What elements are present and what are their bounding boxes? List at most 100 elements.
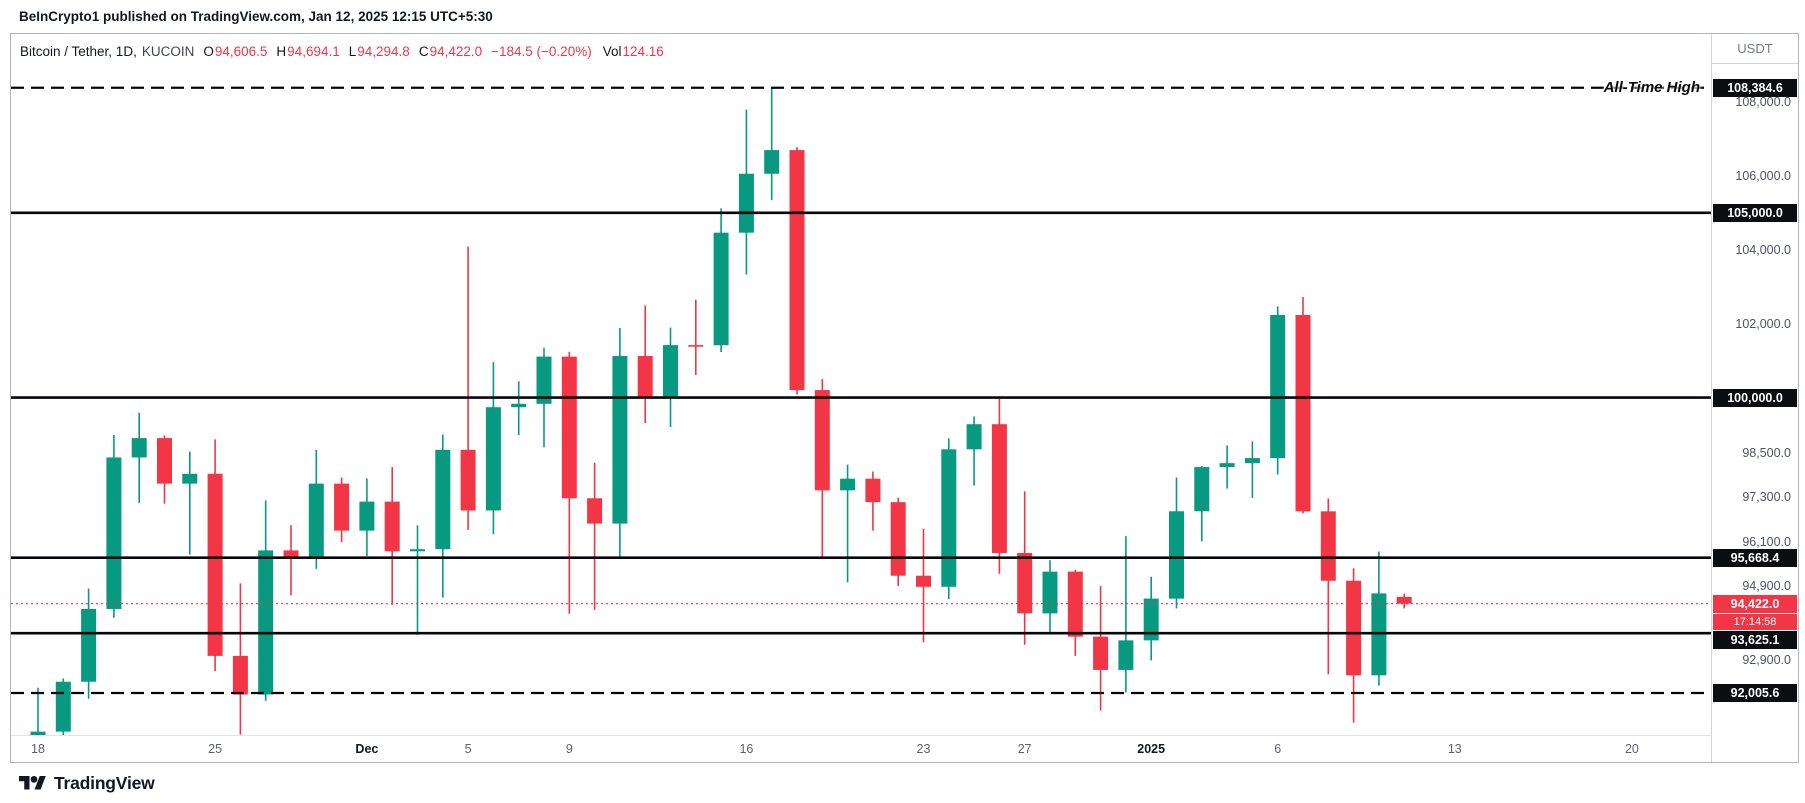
candle-2024-12-07 <box>511 381 527 436</box>
candle-2024-11-27 <box>258 500 274 701</box>
candle-body <box>1295 315 1311 512</box>
attribution-bar: BeInCrypto1 published on TradingView.com… <box>0 0 1805 33</box>
exchange-label: KUCOIN <box>141 43 195 59</box>
open-label: O <box>203 43 214 59</box>
candle-2025-01-10 <box>1371 551 1387 686</box>
candle-2024-11-19 <box>55 678 71 735</box>
candle-2024-12-27 <box>1017 491 1033 645</box>
candle-body <box>435 449 451 550</box>
candle-2024-12-19 <box>814 379 830 558</box>
candle-2024-11-25 <box>207 439 223 672</box>
candle-2024-12-23 <box>916 528 931 643</box>
candle-body <box>157 438 172 484</box>
volume-label: Vol <box>602 43 622 59</box>
candle-2024-11-20 <box>81 588 97 699</box>
candle-body <box>232 655 248 695</box>
candle-2025-01-11 <box>1396 593 1412 609</box>
bar-countdown-badge: 17:14:58 <box>1713 613 1797 630</box>
price-scale-unit-box: USDT <box>1712 34 1798 64</box>
candle-body <box>1219 463 1235 468</box>
symbol-title[interactable]: Bitcoin / Tether, 1D, <box>20 43 137 59</box>
candle-2024-11-24 <box>182 451 198 555</box>
candle-2024-12-17 <box>764 87 780 201</box>
candle-body <box>688 345 704 347</box>
candle-2025-01-04 <box>1219 445 1235 489</box>
candle-body <box>991 424 1007 553</box>
candle-2024-12-16 <box>738 109 754 275</box>
candlestick-chart[interactable] <box>11 34 1711 735</box>
candle-body <box>1320 511 1336 581</box>
price-tick-94,900.0: 94,900.0 <box>1742 579 1791 594</box>
close-value: 94,422.0 <box>429 43 483 59</box>
candle-2024-12-28 <box>1042 560 1058 634</box>
candle-body <box>1042 571 1058 614</box>
candle-body <box>536 356 552 404</box>
current-price-badge: 94,422.0 <box>1713 594 1797 613</box>
volume-value: 124.16 <box>622 43 664 59</box>
candle-body <box>1017 552 1033 614</box>
candle-body <box>890 502 906 576</box>
candle-body <box>1067 571 1083 637</box>
price-tick-108,000.0: 108,000.0 <box>1735 94 1791 109</box>
candle-2024-12-15 <box>713 208 729 352</box>
candle-2024-11-18 <box>30 687 46 735</box>
price-tick-106,000.0: 106,000.0 <box>1735 168 1791 183</box>
candle-body <box>561 356 577 499</box>
candle-body <box>1270 315 1286 459</box>
time-tick-13: 13 <box>1447 742 1462 756</box>
price-level-badge-100,000.0: 100,000.0 <box>1713 388 1797 407</box>
candle-body <box>258 550 274 695</box>
candle-body <box>30 731 46 735</box>
time-tick-Dec: Dec <box>355 742 379 756</box>
candle-body <box>460 449 476 511</box>
candle-body <box>916 575 931 587</box>
candle-2024-12-06 <box>485 362 501 535</box>
candle-body <box>1194 467 1210 512</box>
candle-2024-12-09 <box>561 351 577 614</box>
candle-body <box>334 483 350 531</box>
candle-2025-01-03 <box>1194 466 1210 542</box>
candle-body <box>182 473 198 484</box>
price-tick-96,100.0: 96,100.0 <box>1742 534 1791 549</box>
candle-body <box>485 407 501 511</box>
price-scale[interactable]: USDT 108,000.0 106,000.0 104,000.0 102,000.… <box>1711 34 1798 762</box>
candle-2024-12-11 <box>612 327 628 557</box>
price-tick-102,000.0: 102,000.0 <box>1735 316 1791 331</box>
candle-body <box>738 173 754 233</box>
candle-2024-12-30 <box>1093 586 1109 711</box>
candle-body <box>106 457 122 609</box>
time-axis[interactable]: 18 25 Dec 5 9 16 23 27 2025 6 13 20 <box>11 735 1798 762</box>
close-label: C <box>418 43 429 59</box>
candle-body <box>1346 580 1362 676</box>
candle-body <box>587 498 603 524</box>
price-level-badge-92,005.6: 92,005.6 <box>1713 683 1797 702</box>
price-tick-92,900.0: 92,900.0 <box>1742 652 1791 667</box>
candle-2024-12-02 <box>384 467 400 605</box>
tradingview-logo-icon[interactable] <box>19 773 46 794</box>
chart-frame: Bitcoin / Tether, 1D, KUCOIN O 94,606.5 H… <box>10 33 1799 763</box>
tradingview-wordmark[interactable]: TradingView <box>54 772 155 793</box>
candle-body <box>283 550 299 559</box>
time-tick-27: 27 <box>1017 742 1032 756</box>
all-time-high-annotation: All-Time High <box>1603 78 1700 96</box>
attribution-text: BeInCrypto1 published on TradingView.com… <box>19 9 493 24</box>
candle-body <box>814 390 830 491</box>
price-tick-97,300.0: 97,300.0 <box>1742 490 1791 505</box>
open-value: 94,606.5 <box>214 43 268 59</box>
candle-2024-12-03 <box>410 525 425 635</box>
candle-2024-12-26 <box>991 398 1007 574</box>
candle-body <box>207 473 223 656</box>
candle-2025-01-02 <box>1169 477 1184 609</box>
time-tick-18: 18 <box>31 742 45 756</box>
time-tick-9: 9 <box>565 742 573 756</box>
candle-body <box>359 501 375 531</box>
candle-2024-12-04 <box>435 434 451 598</box>
low-label: L <box>348 43 357 59</box>
low-value: 94,294.8 <box>357 43 410 59</box>
footer: TradingView <box>19 770 155 796</box>
candle-body <box>55 681 71 732</box>
candle-2024-12-12 <box>637 305 653 424</box>
candle-2024-12-25 <box>966 416 982 486</box>
candle-body <box>865 478 881 503</box>
candle-body <box>81 608 97 682</box>
